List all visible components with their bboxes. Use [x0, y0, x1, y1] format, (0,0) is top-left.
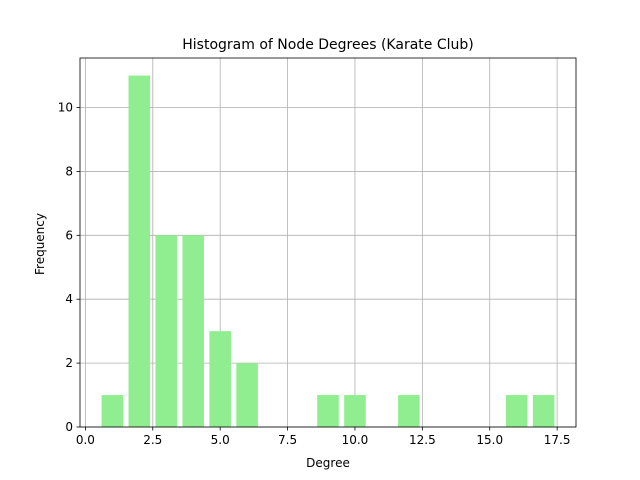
bars [101, 75, 555, 428]
chart-title: Histogram of Node Degrees (Karate Club) [182, 37, 473, 53]
bar [155, 235, 178, 427]
y-tick-label: 0 [65, 420, 73, 434]
x-tick-label: 12.5 [409, 433, 436, 447]
y-tick-label: 6 [65, 228, 73, 242]
bar [398, 395, 420, 427]
x-tick-label: 7.5 [278, 433, 297, 447]
bar [236, 363, 258, 427]
y-axis-label: Frequency [33, 213, 47, 275]
ticks: 0.0 2.5 5.0 7.5 10.0 12.5 15.0 17.5 0 2 4 6 8 10 [58, 101, 571, 447]
y-tick-label: 4 [65, 292, 73, 306]
y-tick-label: 8 [65, 164, 73, 178]
axes-frame [79, 57, 577, 428]
bar [505, 395, 528, 427]
bar [317, 395, 339, 427]
bar [532, 395, 555, 427]
y-tick-label: 2 [65, 356, 73, 370]
x-tick-label: 2.5 [143, 433, 162, 447]
x-tick-label: 17.5 [544, 433, 571, 447]
bar [209, 331, 231, 427]
bar [182, 235, 204, 427]
x-tick-label: 0.0 [76, 433, 95, 447]
bar [344, 395, 366, 427]
x-tick-label: 10.0 [342, 433, 369, 447]
y-tick-label: 10 [58, 101, 73, 115]
bar [101, 395, 124, 427]
bar [128, 75, 151, 428]
x-tick-label: 5.0 [211, 433, 230, 447]
x-tick-label: 15.0 [476, 433, 503, 447]
x-axis-label: Degree [306, 456, 350, 470]
